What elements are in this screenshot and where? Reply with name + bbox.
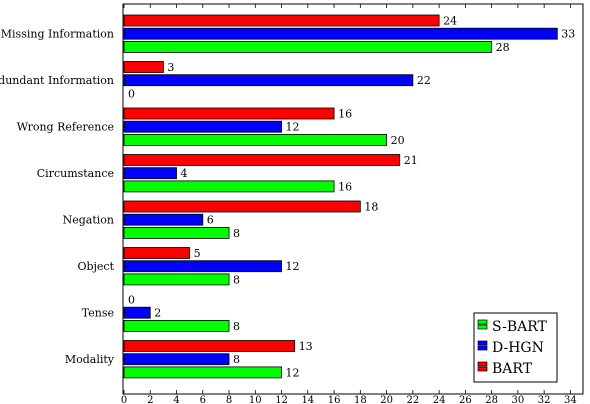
value-label-d-hgn-circumstance: 4 (181, 167, 188, 180)
bar-s-bart-wrong-reference (123, 133, 388, 146)
x-tick-label: 0 (121, 395, 127, 404)
legend-label-s-bart: S-BART (492, 319, 548, 335)
category-labels-layer: Missing Information Redundant Information… (0, 28, 127, 366)
x-tick-label: 16 (328, 395, 341, 404)
category-label-object: Object (77, 260, 114, 273)
bar-d-hgn-modality (123, 353, 230, 366)
value-label-bart-modality: 13 (299, 340, 313, 353)
bar-s-bart-modality (123, 366, 282, 379)
value-label-bart-circumstance: 21 (404, 154, 418, 167)
legend-swatch-d-hgn (477, 340, 488, 346)
x-tick-label: 22 (406, 395, 419, 404)
bar-d-hgn-redundant-information (123, 74, 414, 87)
x-tick-label: 10 (249, 395, 262, 404)
x-tick-label: 20 (380, 395, 393, 404)
x-tick-label: 14 (301, 395, 314, 404)
bar-bart-negation (123, 200, 361, 213)
legend-swatch-s-bart (477, 319, 488, 325)
bar-bart-redundant-information (123, 61, 164, 73)
value-label-bart-object: 5 (194, 247, 201, 260)
legend-label-d-hgn: D-HGN (492, 340, 544, 356)
value-label-d-hgn-modality: 8 (233, 353, 240, 366)
category-label-wrong-reference: Wrong Reference (17, 121, 114, 134)
bar-s-bart-circumstance (123, 180, 335, 193)
legend-box (473, 312, 558, 383)
x-tick-label: 28 (485, 395, 498, 404)
value-label-d-hgn-object: 12 (286, 260, 300, 273)
value-label-s-bart-tense: 8 (233, 320, 240, 333)
value-label-s-bart-object: 8 (233, 273, 240, 286)
category-label-modality: Modality (65, 353, 115, 366)
legend: S-BART D-HGN BART (473, 312, 558, 383)
value-label-s-bart-wrong-reference: 20 (391, 134, 405, 147)
bar-s-bart-negation (123, 226, 230, 239)
value-label-bart-tense: 0 (128, 294, 135, 307)
x-tick-label: 34 (564, 395, 577, 404)
legend-swatch-d-hgn-lower (477, 345, 488, 351)
legend-swatch-bart-lower (477, 366, 488, 372)
bar-s-bart-missing-information (123, 41, 493, 53)
bar-bart-circumstance (123, 154, 401, 166)
x-axis-ticks-layer: 0 2 4 6 8 10 12 14 16 18 20 22 24 26 28 30 32 34 (121, 4, 577, 404)
plot-frame (122, 3, 584, 395)
bar-s-bart-object (123, 273, 230, 286)
value-label-s-bart-circumstance: 16 (338, 180, 352, 193)
x-tick-label: 8 (226, 395, 232, 404)
x-tick-label: 24 (433, 395, 446, 404)
x-tick-label: 26 (459, 395, 472, 404)
value-label-bart-redundant-information: 3 (167, 61, 174, 74)
legend-swatch-bart (477, 361, 488, 367)
bar-d-hgn-wrong-reference (123, 120, 282, 133)
category-label-negation: Negation (63, 214, 114, 227)
value-label-bart-missing-information: 24 (443, 15, 457, 28)
value-label-d-hgn-wrong-reference: 12 (286, 121, 300, 134)
value-label-s-bart-negation: 8 (233, 227, 240, 240)
x-tick-label: 18 (354, 395, 367, 404)
value-label-bart-negation: 18 (364, 201, 378, 214)
value-label-s-bart-redundant-information: 0 (128, 87, 135, 100)
legend-label-bart: BART (492, 361, 533, 377)
bar-d-hgn-object (123, 260, 282, 273)
category-label-circumstance: Circumstance (37, 167, 114, 180)
bar-bart-wrong-reference (123, 107, 335, 120)
x-tick-label: 12 (275, 395, 288, 404)
value-label-bart-wrong-reference: 16 (338, 108, 352, 121)
bar-bart-missing-information (123, 14, 440, 27)
bar-d-hgn-circumstance (123, 167, 177, 180)
bar-d-hgn-missing-information (123, 27, 558, 40)
value-label-s-bart-modality: 12 (286, 366, 300, 379)
x-tick-label: 2 (147, 395, 153, 404)
category-label-redundant-information: Redundant Information (0, 74, 114, 87)
bar-bart-modality (123, 340, 296, 352)
bars-layer (123, 14, 558, 379)
x-tick-label: 30 (512, 395, 525, 404)
value-label-s-bart-missing-information: 28 (496, 41, 510, 54)
x-tick-label: 6 (200, 395, 206, 404)
bar-s-bart-tense (123, 319, 230, 332)
x-tick-label: 32 (538, 395, 551, 404)
value-label-d-hgn-missing-information: 33 (561, 28, 575, 41)
category-label-tense: Tense (82, 307, 114, 320)
value-label-d-hgn-negation: 6 (207, 214, 214, 227)
value-label-d-hgn-redundant-information: 22 (417, 74, 431, 87)
legend-swatch-s-bart-lower (477, 324, 488, 330)
value-label-d-hgn-tense: 2 (154, 307, 161, 320)
bar-d-hgn-negation (123, 213, 204, 226)
bar-bart-object (123, 247, 191, 259)
bar-d-hgn-tense (123, 306, 151, 319)
x-tick-label: 4 (173, 395, 179, 404)
category-label-missing-information: Missing Information (1, 28, 114, 41)
